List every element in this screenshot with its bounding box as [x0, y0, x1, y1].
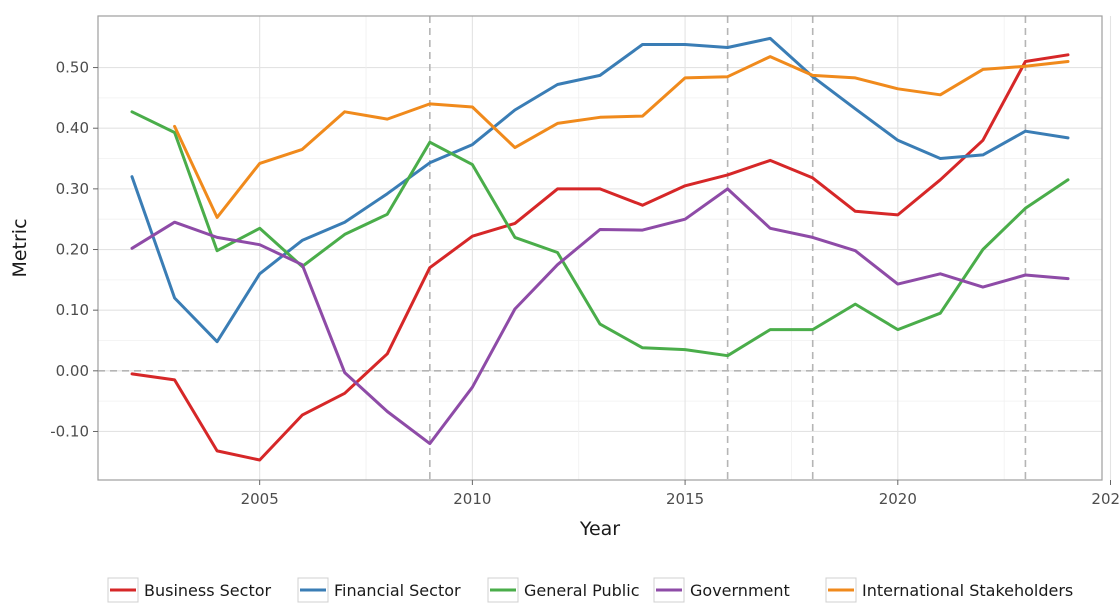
grid — [98, 16, 1112, 480]
legend-label: International Stakeholders — [862, 581, 1073, 600]
x-axis-title: Year — [579, 518, 620, 540]
x-tick-label: 2025 — [1091, 490, 1120, 508]
legend-label: Business Sector — [144, 581, 272, 600]
series-line-government — [130, 187, 1070, 446]
series-line-international-stakeholders — [173, 55, 1070, 219]
x-axis-ticks: 2005 2010 2015 2020 2025 — [241, 480, 1120, 508]
legend-label: General Public — [524, 581, 640, 600]
legend-label: Government — [690, 581, 790, 600]
x-tick-label: 2020 — [879, 490, 917, 508]
series-line-financial-sector — [130, 36, 1070, 344]
x-tick-label: 2010 — [453, 490, 491, 508]
legend-item-general-public: General Public — [487, 577, 640, 603]
y-axis-title: Metric — [9, 218, 31, 277]
y-tick-label: 0.20 — [56, 241, 89, 259]
legend-item-international-stakeholders: International Stakeholders — [825, 577, 1073, 603]
legend: Business Sector Financial Sector General P… — [107, 577, 1073, 603]
y-tick-label: 0.10 — [56, 301, 89, 319]
legend-label: Financial Sector — [334, 581, 461, 600]
series-line-business-sector — [130, 53, 1070, 462]
series-lines — [130, 36, 1070, 462]
legend-item-financial-sector: Financial Sector — [297, 577, 461, 603]
plot-panel-border — [97, 15, 1103, 481]
reference-lines — [98, 16, 1102, 480]
y-tick-label: 0.40 — [56, 119, 89, 137]
y-axis-ticks: -0.10 0.00 0.10 0.20 0.30 0.40 0.50 — [50, 59, 98, 440]
x-tick-label: 2005 — [241, 490, 279, 508]
y-tick-label: 0.30 — [56, 180, 89, 198]
y-tick-label: -0.10 — [50, 422, 89, 440]
legend-item-government: Government — [653, 577, 790, 603]
legend-item-business-sector: Business Sector — [107, 577, 272, 603]
y-tick-label: 0.50 — [56, 59, 89, 77]
x-tick-label: 2015 — [666, 490, 704, 508]
series-line-general-public — [130, 110, 1070, 358]
y-tick-label: 0.00 — [56, 362, 89, 380]
